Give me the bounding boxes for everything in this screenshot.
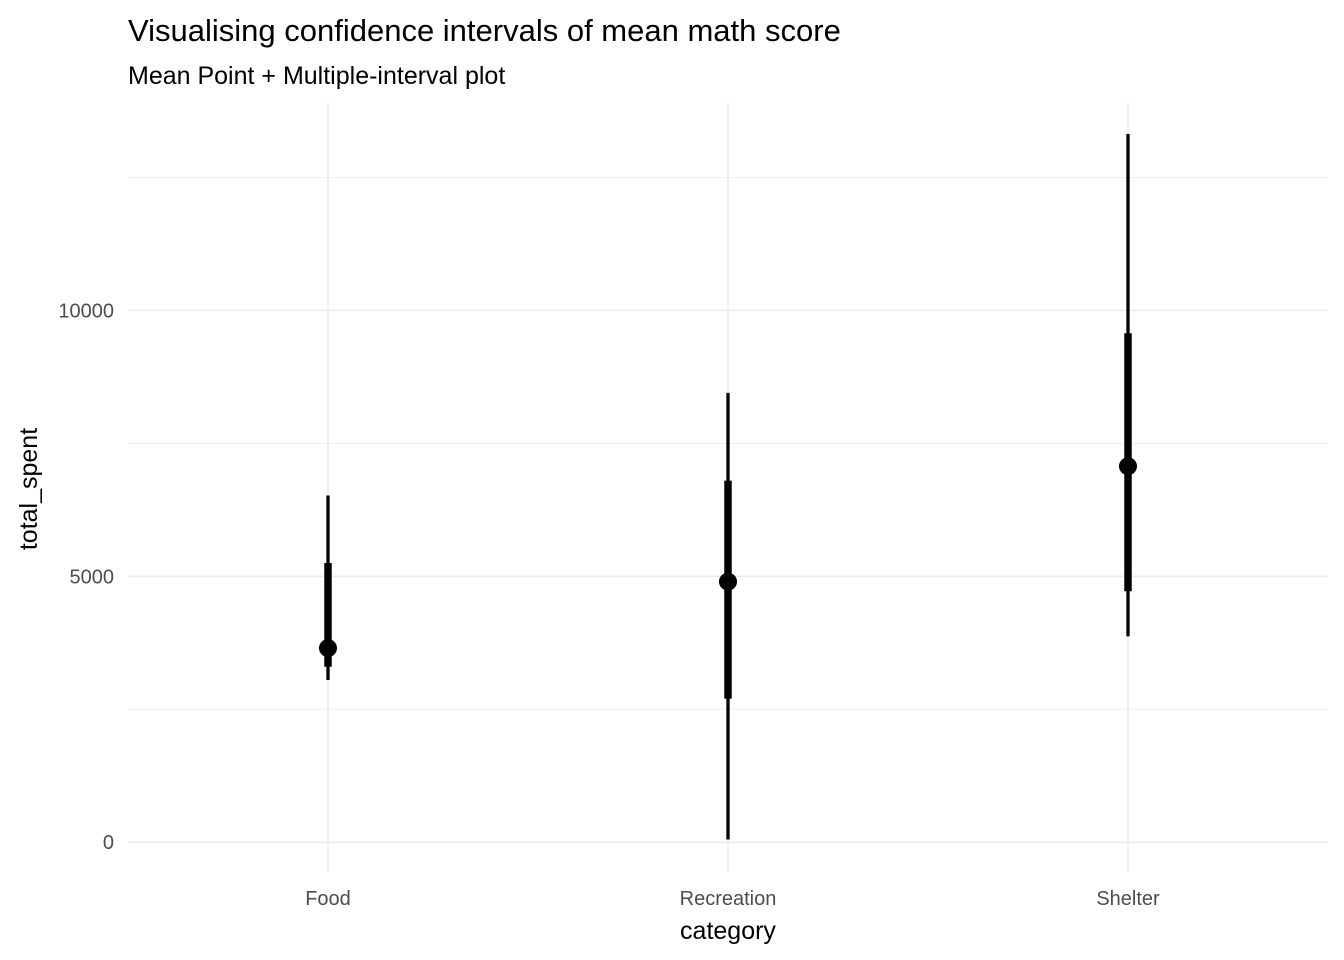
y-axis-title: total_spent	[15, 428, 43, 550]
x-tick-label: Food	[305, 888, 351, 910]
x-axis-title: category	[680, 917, 776, 945]
y-axis-ticks: 0 5000 10000	[58, 300, 114, 854]
mean-point	[319, 639, 337, 658]
x-tick-label: Shelter	[1096, 888, 1160, 910]
x-axis-ticks: Food Recreation Shelter	[305, 888, 1160, 910]
mean-point	[1119, 457, 1137, 476]
mean-point	[719, 572, 737, 591]
y-tick-label: 5000	[70, 566, 115, 588]
chart-subtitle: Mean Point + Multiple-interval plot	[128, 62, 505, 90]
chart-title: Visualising confidence intervals of mean…	[128, 13, 841, 48]
y-tick-label: 0	[103, 832, 114, 854]
x-tick-label: Recreation	[680, 888, 777, 910]
y-tick-label: 10000	[58, 300, 114, 322]
chart-marks	[319, 133, 1137, 840]
